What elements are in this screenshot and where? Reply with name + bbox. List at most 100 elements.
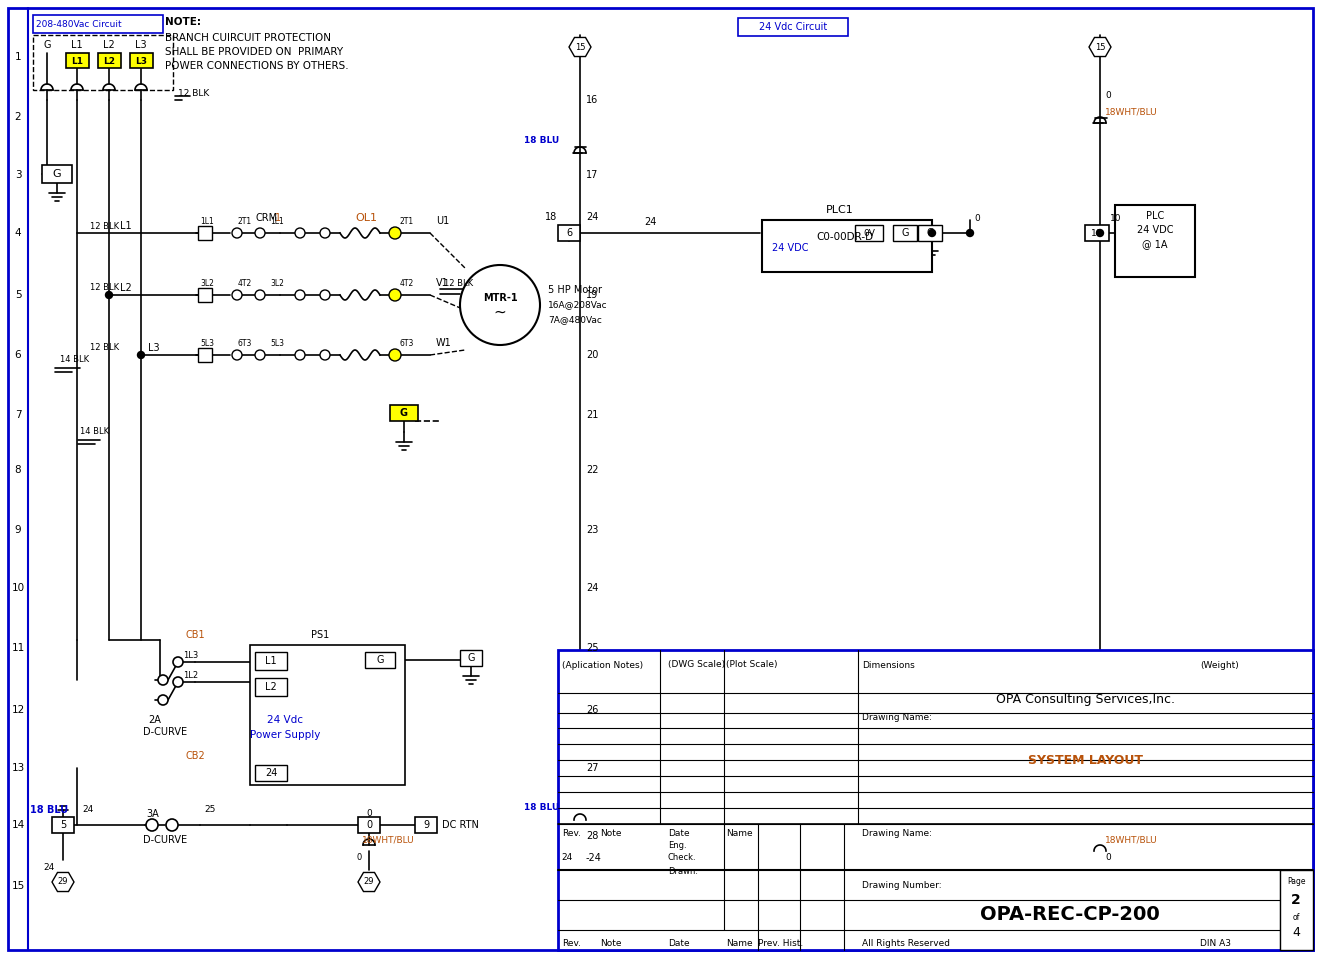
Text: Eng.: Eng. xyxy=(668,840,687,850)
Bar xyxy=(390,405,417,421)
Text: 4T2: 4T2 xyxy=(400,279,415,287)
Text: 6: 6 xyxy=(15,350,21,360)
Text: D-CURVE: D-CURVE xyxy=(143,835,188,845)
Text: Name: Name xyxy=(727,829,753,837)
Bar xyxy=(358,817,380,833)
Text: 14: 14 xyxy=(12,820,25,830)
Text: OL1: OL1 xyxy=(355,213,376,223)
Bar xyxy=(1280,870,1313,950)
Text: 24: 24 xyxy=(561,854,573,862)
Text: 18: 18 xyxy=(544,212,557,222)
Circle shape xyxy=(159,695,168,705)
Text: Power Supply: Power Supply xyxy=(250,730,320,740)
Text: (Aplication Notes): (Aplication Notes) xyxy=(561,660,643,670)
Text: DC RTN: DC RTN xyxy=(443,820,480,830)
Text: Check.: Check. xyxy=(668,854,696,862)
Circle shape xyxy=(137,352,144,358)
Bar xyxy=(557,225,580,241)
Text: L2: L2 xyxy=(120,283,132,293)
Text: 0: 0 xyxy=(1104,90,1111,100)
Text: 18 BLU: 18 BLU xyxy=(523,135,559,145)
Text: 10: 10 xyxy=(1091,229,1103,238)
Text: 2A: 2A xyxy=(148,715,161,725)
Text: 25: 25 xyxy=(587,643,598,653)
Text: 0: 0 xyxy=(366,809,373,817)
Bar xyxy=(255,765,287,781)
Text: -24: -24 xyxy=(587,853,602,863)
Text: L3: L3 xyxy=(135,40,147,50)
Text: 29: 29 xyxy=(363,878,374,886)
Text: Note: Note xyxy=(600,939,621,947)
Text: 18WHT/BLU: 18WHT/BLU xyxy=(1104,835,1157,845)
Text: 27: 27 xyxy=(587,763,598,773)
Text: 28: 28 xyxy=(587,831,598,841)
Circle shape xyxy=(173,677,184,687)
Text: @ 1A: @ 1A xyxy=(1143,239,1168,249)
Text: 24: 24 xyxy=(44,863,55,873)
Text: OPA-REC-CP-200: OPA-REC-CP-200 xyxy=(980,905,1160,924)
Text: 6T3: 6T3 xyxy=(238,338,252,348)
Text: 9: 9 xyxy=(423,820,429,830)
Text: SYSTEM LAYOUT: SYSTEM LAYOUT xyxy=(1028,754,1143,766)
Bar xyxy=(129,53,153,68)
Text: G: G xyxy=(44,40,50,50)
Text: 19: 19 xyxy=(587,290,598,300)
Bar xyxy=(98,53,122,68)
Bar xyxy=(1085,225,1110,241)
Text: 1L2: 1L2 xyxy=(184,671,198,679)
Circle shape xyxy=(460,265,540,345)
Bar xyxy=(250,645,406,785)
Bar xyxy=(42,165,73,183)
Text: V1: V1 xyxy=(436,278,449,288)
Text: L1: L1 xyxy=(120,221,132,231)
Text: 16: 16 xyxy=(587,95,598,105)
Text: 24: 24 xyxy=(643,217,657,227)
Text: C0-00DR-D: C0-00DR-D xyxy=(816,232,873,242)
Text: 18 BLU: 18 BLU xyxy=(523,804,559,812)
Text: 12 BLK: 12 BLK xyxy=(90,344,119,353)
Text: Page: Page xyxy=(1287,878,1305,886)
Bar xyxy=(415,817,437,833)
Circle shape xyxy=(388,227,402,239)
Text: (Plot Scale): (Plot Scale) xyxy=(727,660,778,670)
Text: 0: 0 xyxy=(357,854,362,862)
Bar xyxy=(198,348,211,362)
Text: 11: 11 xyxy=(12,643,25,653)
Text: PLC: PLC xyxy=(1145,211,1164,221)
Text: PS1: PS1 xyxy=(310,630,329,640)
Text: 18 BLU: 18 BLU xyxy=(30,805,69,815)
Text: CB1: CB1 xyxy=(185,630,205,640)
Text: OPA Consulting Services,Inc.: OPA Consulting Services,Inc. xyxy=(996,694,1174,706)
Text: 22: 22 xyxy=(587,465,598,475)
Bar xyxy=(557,650,1313,950)
Text: Dimensions: Dimensions xyxy=(863,660,914,670)
Text: 1L3: 1L3 xyxy=(184,650,198,659)
Circle shape xyxy=(295,228,305,238)
Text: 4: 4 xyxy=(1292,926,1300,940)
Text: NOTE:: NOTE: xyxy=(165,17,201,27)
Circle shape xyxy=(295,290,305,300)
Circle shape xyxy=(255,290,266,300)
Text: 26: 26 xyxy=(587,705,598,715)
Text: 10: 10 xyxy=(1110,214,1122,222)
Text: G: G xyxy=(53,169,61,179)
Text: 24: 24 xyxy=(587,212,598,222)
Text: 8: 8 xyxy=(15,465,21,475)
Text: Name: Name xyxy=(727,939,753,947)
Text: 18WHT/BLU: 18WHT/BLU xyxy=(362,835,415,845)
Bar xyxy=(762,220,933,272)
Polygon shape xyxy=(1089,37,1111,57)
Text: 9: 9 xyxy=(15,525,21,535)
Text: 5: 5 xyxy=(59,820,66,830)
Text: L2: L2 xyxy=(103,40,115,50)
Circle shape xyxy=(388,349,402,361)
Text: 3L2: 3L2 xyxy=(199,279,214,287)
Text: 2T1: 2T1 xyxy=(400,217,413,225)
Text: 5L3: 5L3 xyxy=(199,338,214,348)
Text: All Rights Reserved: All Rights Reserved xyxy=(863,939,950,947)
Text: 24: 24 xyxy=(82,806,94,814)
Circle shape xyxy=(106,291,112,299)
Text: G: G xyxy=(400,408,408,418)
Text: L1: L1 xyxy=(71,57,83,65)
Text: 15: 15 xyxy=(1095,42,1106,52)
